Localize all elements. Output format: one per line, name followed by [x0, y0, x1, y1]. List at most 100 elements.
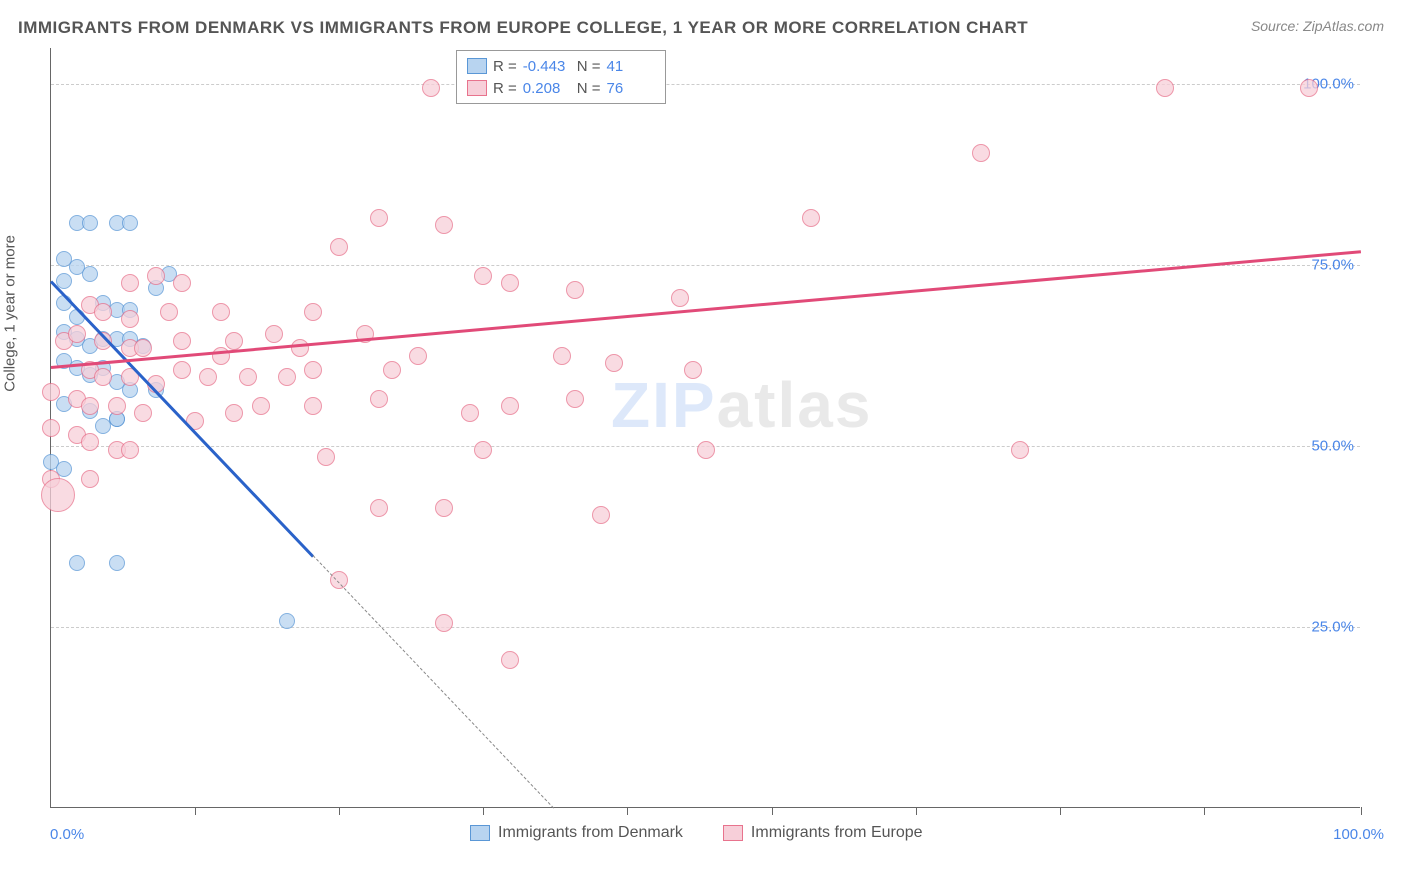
data-point — [1011, 441, 1029, 459]
data-point — [592, 506, 610, 524]
gridline — [51, 627, 1360, 628]
stats-r-value: 0.208 — [523, 80, 571, 97]
stats-n-value: 76 — [607, 80, 655, 97]
stats-row: R =-0.443N =41 — [467, 55, 655, 77]
x-tick — [1060, 807, 1061, 815]
x-tick — [916, 807, 917, 815]
data-point — [122, 215, 138, 231]
data-point — [42, 419, 60, 437]
data-point — [81, 433, 99, 451]
data-point — [134, 339, 152, 357]
data-point — [435, 499, 453, 517]
data-point — [435, 614, 453, 632]
data-point — [265, 325, 283, 343]
data-point — [566, 390, 584, 408]
x-axis-max-label: 100.0% — [1333, 826, 1384, 843]
y-axis-label: College, 1 year or more — [2, 235, 19, 392]
data-point — [94, 303, 112, 321]
data-point — [134, 404, 152, 422]
data-point — [291, 339, 309, 357]
legend-item: Immigrants from Europe — [723, 824, 923, 842]
data-point — [69, 555, 85, 571]
regression-extrapolation — [313, 555, 555, 809]
data-point — [501, 397, 519, 415]
data-point — [173, 274, 191, 292]
x-tick — [1361, 807, 1362, 815]
data-point — [330, 571, 348, 589]
data-point — [409, 347, 427, 365]
data-point — [566, 281, 584, 299]
data-point — [94, 368, 112, 386]
data-point — [671, 289, 689, 307]
x-tick — [772, 807, 773, 815]
data-point — [225, 332, 243, 350]
legend-swatch — [723, 825, 743, 841]
data-point — [121, 310, 139, 328]
legend-label: Immigrants from Europe — [751, 824, 923, 842]
page-title: IMMIGRANTS FROM DENMARK VS IMMIGRANTS FR… — [18, 18, 1028, 38]
watermark-zip: ZIP — [611, 369, 717, 441]
data-point — [684, 361, 702, 379]
x-axis-min-label: 0.0% — [50, 826, 84, 843]
data-point — [474, 441, 492, 459]
watermark-atlas: atlas — [717, 369, 873, 441]
legend-swatch — [467, 80, 487, 96]
data-point — [279, 613, 295, 629]
stats-r-label: R = — [493, 58, 517, 75]
y-tick-label: 75.0% — [1311, 257, 1354, 274]
data-point — [972, 144, 990, 162]
data-point — [147, 267, 165, 285]
x-tick — [339, 807, 340, 815]
data-point — [501, 651, 519, 669]
data-point — [501, 274, 519, 292]
stats-n-label: N = — [577, 58, 601, 75]
y-tick-label: 50.0% — [1311, 438, 1354, 455]
data-point — [173, 332, 191, 350]
data-point — [474, 267, 492, 285]
data-point — [1156, 79, 1174, 97]
data-point — [212, 303, 230, 321]
data-point — [81, 470, 99, 488]
data-point — [422, 79, 440, 97]
data-point — [605, 354, 623, 372]
data-point — [370, 390, 388, 408]
data-point-large — [41, 478, 75, 512]
stats-row: R = 0.208 N = 76 — [467, 77, 655, 99]
legend-item: Immigrants from Denmark — [470, 824, 683, 842]
x-tick — [195, 807, 196, 815]
data-point — [212, 347, 230, 365]
gridline — [51, 265, 1360, 266]
data-point — [252, 397, 270, 415]
data-point — [42, 383, 60, 401]
data-point — [330, 238, 348, 256]
data-point — [81, 397, 99, 415]
stats-n-label: N = — [577, 80, 601, 97]
chart-plot-area: ZIPatlas 25.0%50.0%75.0%100.0%R =-0.443N… — [50, 48, 1360, 808]
source-label: Source: ZipAtlas.com — [1251, 18, 1384, 34]
data-point — [109, 555, 125, 571]
x-tick — [627, 807, 628, 815]
y-tick-label: 25.0% — [1311, 619, 1354, 636]
stats-box: R =-0.443N =41R =0.208N =76 — [456, 50, 666, 104]
data-point — [304, 361, 322, 379]
stats-n-value: 41 — [607, 58, 655, 75]
data-point — [68, 325, 86, 343]
legend-swatch — [470, 825, 490, 841]
stats-r-label: R = — [493, 80, 517, 97]
regression-line — [51, 251, 1361, 370]
x-tick — [1204, 807, 1205, 815]
watermark: ZIPatlas — [611, 368, 872, 442]
data-point — [173, 361, 191, 379]
data-point — [461, 404, 479, 422]
data-point — [82, 215, 98, 231]
data-point — [802, 209, 820, 227]
data-point — [553, 347, 571, 365]
data-point — [82, 266, 98, 282]
data-point — [121, 274, 139, 292]
data-point — [304, 397, 322, 415]
data-point — [435, 216, 453, 234]
data-point — [304, 303, 322, 321]
data-point — [199, 368, 217, 386]
bottom-legend: Immigrants from Denmark Immigrants from E… — [470, 824, 923, 842]
data-point — [239, 368, 257, 386]
